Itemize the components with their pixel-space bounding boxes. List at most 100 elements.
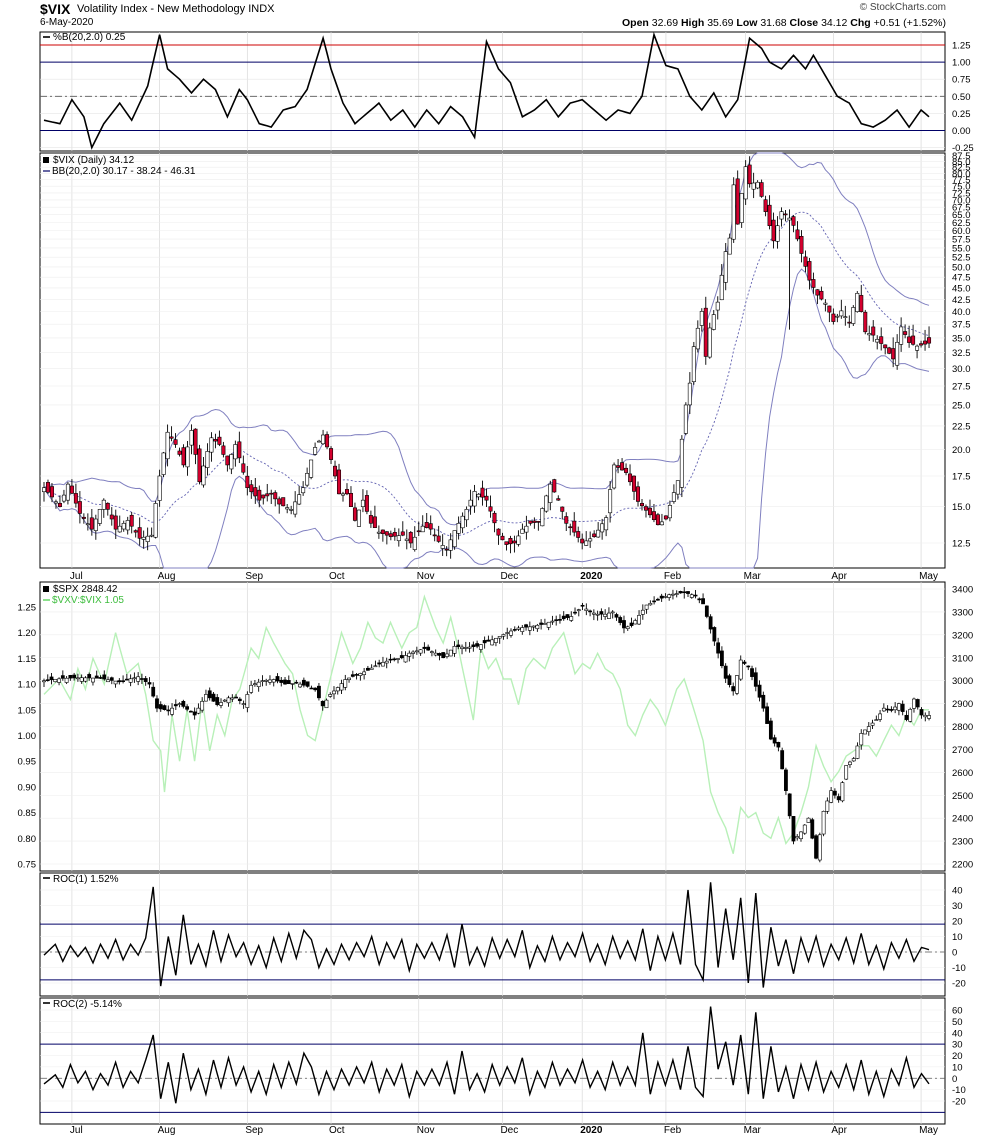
- vix-candle-body: [763, 199, 768, 212]
- vix-candle-body: [831, 313, 836, 322]
- vix-candle-body: [217, 436, 222, 445]
- spx-candle-body: [682, 591, 687, 594]
- spx-candle-body: [166, 709, 171, 712]
- spx-candle-body: [546, 621, 551, 628]
- spx-candle-body: [241, 703, 246, 705]
- pctb-y-tick: 1.25: [952, 41, 971, 52]
- spx-candle-body: [535, 624, 540, 630]
- spx-candle-body: [554, 619, 559, 621]
- vix-candle-body: [141, 536, 146, 540]
- vix-y-tick: 57.5: [952, 235, 971, 246]
- vix-candle-body: [145, 535, 150, 542]
- spx-candle-body: [437, 653, 442, 656]
- vix-candle-body: [496, 528, 501, 536]
- spx-candle-body: [445, 653, 449, 657]
- spx-candle-body: [399, 655, 404, 659]
- vix-candle-body: [181, 447, 186, 466]
- vix-candle-body: [356, 509, 361, 527]
- spx-candle-body: [889, 709, 894, 711]
- vix-candle-body: [512, 540, 517, 544]
- vix-candle-body: [663, 515, 668, 520]
- spx-candle-body: [106, 679, 110, 683]
- spx-candle-body: [512, 629, 517, 631]
- spx-candle-body: [234, 696, 238, 699]
- spx-candle-body: [42, 680, 46, 683]
- stockcharts-watermark: © StockCharts.com: [859, 2, 946, 13]
- vix-y-tick: 55.0: [952, 243, 971, 254]
- vix-y-tick: 50.0: [952, 262, 971, 273]
- vix-candle-body: [253, 487, 258, 497]
- spx-candle-body: [573, 611, 577, 614]
- vix-candle-body: [867, 333, 872, 336]
- vix-candle-body: [432, 534, 437, 537]
- spx-candle-body: [170, 707, 174, 715]
- spx-candle-body: [317, 685, 321, 699]
- vix-candle-body: [624, 467, 629, 473]
- spx-candle-body: [603, 613, 608, 617]
- vix-candle-body: [544, 495, 549, 512]
- spx-candle-body: [727, 675, 732, 685]
- vix-candle-body: [472, 491, 477, 507]
- vix-y-tick: 22.5: [952, 421, 971, 432]
- spx-candle-body: [204, 694, 208, 702]
- vix-candle-body: [468, 499, 473, 507]
- chart-header: $VIX Volatility Index - New Methodology …: [0, 0, 990, 32]
- spx-candle-body: [365, 667, 370, 671]
- vix-candle-body: [628, 473, 633, 483]
- vix-y-tick: 60.0: [952, 226, 971, 237]
- spx-y-tick: 2500: [952, 791, 973, 802]
- spx-candle-body: [738, 659, 743, 680]
- open-value: 32.69: [651, 17, 679, 29]
- spx-candle-body: [580, 604, 585, 607]
- spx-candle-body: [840, 782, 845, 802]
- vix-candle-body: [65, 483, 70, 501]
- vix-candle-body: [364, 495, 369, 512]
- vix-candle-body: [891, 348, 896, 360]
- spx-candle-body: [482, 640, 487, 644]
- spx-candle-body: [335, 687, 340, 692]
- spx-candle-body: [392, 658, 397, 661]
- spx-candle-body: [207, 690, 212, 699]
- vix-candle-body: [392, 532, 397, 537]
- vix-candle-body: [747, 164, 752, 185]
- roc1-panel-label: ROC(1) 1.52%: [53, 874, 119, 885]
- vix-candle-body: [540, 508, 545, 527]
- spx-candle-body: [648, 603, 653, 606]
- spx-candle-body: [915, 699, 920, 708]
- vix-candle-body: [815, 289, 820, 296]
- vix-y-tick: 70.0: [952, 195, 971, 206]
- spx-candle-body: [124, 678, 129, 681]
- ratio-y-tick: 0.95: [18, 757, 37, 768]
- vix-candle-body: [588, 538, 593, 542]
- spx-candle-body: [893, 706, 898, 711]
- vix-candle-body: [193, 428, 198, 455]
- vix-candle-body: [743, 166, 748, 200]
- vix-bb-lower-line: [43, 268, 930, 569]
- spx-candle-body: [260, 680, 265, 682]
- vix-candle-body: [213, 439, 218, 442]
- spx-candle-body: [94, 675, 99, 679]
- ratio-y-tick: 0.85: [18, 808, 37, 819]
- vix-bb-label: BB(20,2.0) 30.17 - 38.24 - 46.31: [52, 166, 196, 177]
- spx-candle-body: [369, 667, 374, 670]
- spx-candle-body: [799, 831, 803, 840]
- spx-candle-body: [505, 632, 510, 634]
- spx-candle-body: [486, 639, 491, 642]
- spx-candle-body: [324, 699, 329, 709]
- vix-candle-body: [727, 237, 732, 255]
- roc2-line: [43, 1006, 930, 1104]
- pctb-y-tick: -0.25: [952, 143, 974, 154]
- spx-candle-body: [524, 624, 528, 628]
- ratio-y-tick: 1.25: [18, 603, 37, 614]
- spx-candle-body: [57, 678, 61, 683]
- vix-y-tick: 30.0: [952, 364, 971, 375]
- x-tick-label: Apr: [831, 1125, 847, 1136]
- vix-candle-body: [572, 520, 577, 533]
- spx-candle-body: [286, 680, 291, 685]
- spx-candle-body: [919, 709, 924, 716]
- spx-candle-body: [610, 611, 615, 614]
- spx-candle-body: [753, 672, 758, 687]
- vix-candle-body: [121, 522, 126, 530]
- roc2-y-tick: 60: [952, 1006, 963, 1017]
- vix-candle-body: [604, 517, 609, 531]
